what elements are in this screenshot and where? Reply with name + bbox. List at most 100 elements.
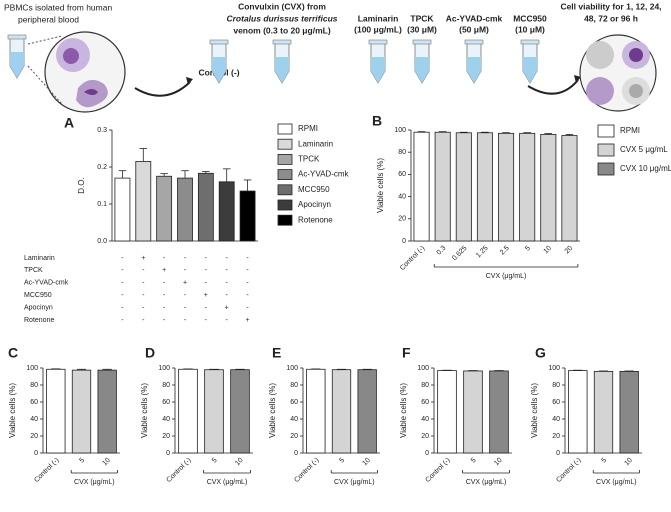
x-tick-label: 5 bbox=[339, 457, 347, 465]
x-tick-label: Control (-) bbox=[399, 245, 426, 272]
y-tick-label: 0 bbox=[166, 450, 170, 457]
y-tick-label: 100 bbox=[158, 365, 170, 372]
y-tick-label: 0 bbox=[294, 450, 298, 457]
bar bbox=[156, 175, 173, 242]
treatment-sign: - bbox=[246, 267, 249, 274]
treatment-sign: - bbox=[163, 292, 166, 299]
x-tick-label: Control (-) bbox=[293, 457, 320, 484]
treatment-sign: - bbox=[184, 267, 187, 274]
treatment-sign: + bbox=[204, 292, 208, 299]
tube-cap bbox=[7, 34, 27, 40]
legend-label: TPCK bbox=[298, 155, 320, 164]
x-tick-label: Control (-) bbox=[165, 457, 192, 484]
bar bbox=[498, 132, 515, 242]
arrow bbox=[134, 81, 191, 97]
treatment-sign: - bbox=[246, 292, 249, 299]
bar bbox=[455, 132, 472, 242]
legend-label: CVX 5 μg/mL bbox=[620, 145, 668, 154]
y-axis-label: Viable cells (%) bbox=[140, 383, 149, 438]
bar bbox=[331, 369, 352, 454]
treatment-sign: + bbox=[246, 317, 250, 324]
tube-cap bbox=[272, 39, 292, 45]
tube-liquid bbox=[371, 57, 385, 83]
tube-cap bbox=[368, 39, 388, 45]
zoom-line bbox=[27, 65, 63, 105]
x-tick-label: 1.25 bbox=[475, 245, 490, 260]
arrow-head bbox=[186, 77, 193, 85]
y-tick-label: 100 bbox=[548, 365, 560, 372]
x-axis-label: CVX (μg/mL) bbox=[486, 273, 527, 280]
treatment-sign: - bbox=[184, 292, 187, 299]
bar bbox=[204, 369, 224, 454]
bar bbox=[71, 369, 92, 454]
inhibitor-dose: (30 μM) bbox=[407, 24, 437, 34]
treatment-sign: - bbox=[142, 317, 145, 324]
treatment-sign: - bbox=[184, 317, 187, 324]
legend-swatch bbox=[277, 153, 293, 165]
legend-label: CVX 10 μg/mL bbox=[620, 164, 671, 173]
y-tick-label: 80 bbox=[162, 382, 170, 389]
treatment-sign: - bbox=[205, 255, 208, 262]
y-axis-label: Viable cells (%) bbox=[530, 383, 539, 438]
y-axis-label: Viable cells (%) bbox=[376, 158, 385, 213]
legend-label: Rotenone bbox=[298, 215, 333, 224]
bar bbox=[178, 368, 198, 454]
x-tick-label: 5 bbox=[211, 457, 219, 465]
y-tick-label: 0 bbox=[402, 238, 406, 245]
x-tick-label: Control (-) bbox=[33, 457, 60, 484]
tube-liquid bbox=[523, 57, 537, 83]
treatment-sign: + bbox=[183, 280, 187, 287]
treatment-label: Apocinyn bbox=[24, 304, 53, 311]
y-tick-label: 20 bbox=[30, 433, 38, 440]
y-tick-label: 40 bbox=[552, 416, 560, 423]
bar bbox=[114, 177, 131, 242]
x-tick-label: 10 bbox=[543, 245, 554, 256]
y-tick-label: 100 bbox=[394, 127, 406, 134]
x-axis-label: CVX (μg/mL) bbox=[334, 479, 375, 486]
legend-label: Laminarin bbox=[298, 139, 333, 148]
x-axis-label: CVX (μg/mL) bbox=[596, 479, 637, 486]
y-tick-label: 40 bbox=[290, 416, 298, 423]
y-tick-label: 0.2 bbox=[97, 164, 107, 171]
treatment-sign: - bbox=[226, 292, 229, 299]
legend-swatch bbox=[277, 214, 293, 226]
treatment-label: TPCK bbox=[24, 267, 43, 274]
treatment-sign: - bbox=[246, 255, 249, 262]
inhibitor-dose: (50 μM) bbox=[459, 24, 489, 34]
y-tick-label: 60 bbox=[552, 399, 560, 406]
y-tick-label: 80 bbox=[552, 382, 560, 389]
treatment-sign: - bbox=[142, 304, 145, 311]
treatment-sign: - bbox=[121, 292, 124, 299]
tube-liquid bbox=[10, 52, 24, 78]
treatment-sign: - bbox=[184, 255, 187, 262]
x-tick-label: 5 bbox=[470, 457, 478, 465]
bar bbox=[97, 369, 117, 454]
y-tick-label: 100 bbox=[26, 365, 38, 372]
y-tick-label: 0 bbox=[556, 450, 560, 457]
pbmc-text: PBMCs isolated from human bbox=[4, 2, 112, 12]
x-tick-label: Control (-) bbox=[555, 457, 582, 484]
x-tick-label: 5 bbox=[601, 457, 609, 465]
inhibitor-dose: (100 μg/mL) bbox=[354, 24, 402, 34]
y-tick-label: 80 bbox=[290, 382, 298, 389]
legend-swatch bbox=[597, 143, 615, 157]
treatment-sign: - bbox=[205, 280, 208, 287]
bar bbox=[519, 132, 536, 242]
treatment-sign: - bbox=[246, 280, 249, 287]
y-axis-label: Viable cells (%) bbox=[399, 383, 408, 438]
tube-cap bbox=[209, 39, 229, 45]
treatment-label: Laminarin bbox=[24, 255, 55, 262]
treatment-sign: + bbox=[141, 255, 145, 262]
treatment-sign: - bbox=[226, 267, 229, 274]
x-tick-label: 10 bbox=[361, 457, 372, 468]
arrow bbox=[527, 79, 579, 95]
treatment-sign: - bbox=[226, 317, 229, 324]
x-tick-label: 20 bbox=[564, 245, 575, 256]
panel-label: C bbox=[8, 345, 18, 361]
bar bbox=[561, 135, 578, 242]
inhibitor-dose: (10 μM) bbox=[515, 24, 545, 34]
y-axis-label: Viable cells (%) bbox=[268, 383, 277, 438]
bar bbox=[197, 172, 214, 242]
inhibitor-name: Ac-YVAD-cmk bbox=[446, 13, 503, 23]
tube-liquid bbox=[212, 57, 226, 83]
